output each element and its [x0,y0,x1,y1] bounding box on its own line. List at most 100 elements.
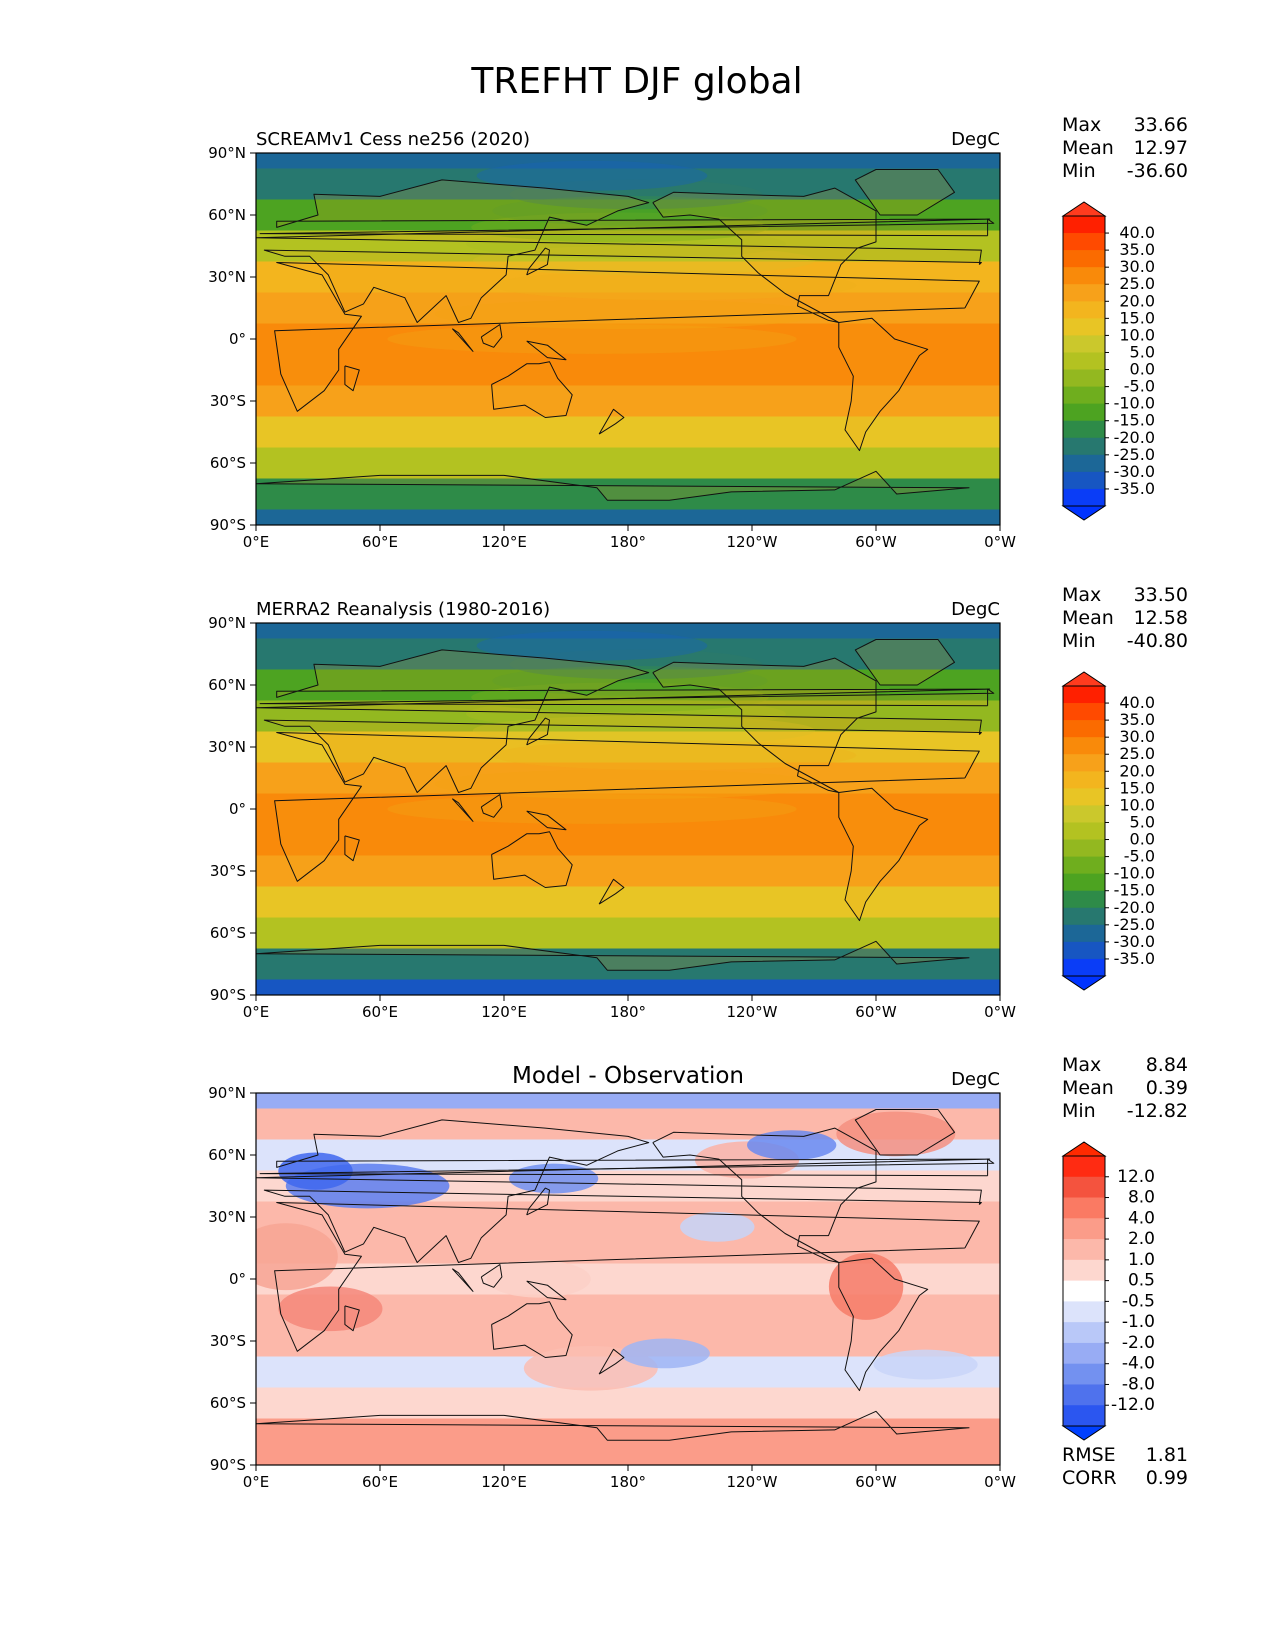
coastline [838,317,929,452]
land-field [838,788,928,921]
colorbar-frame [1062,685,1106,977]
diff-patch [278,1152,353,1190]
reference-field [256,623,1000,995]
colorbar-swatch [1063,686,1105,704]
field-patch [492,665,768,696]
colorbar-swatch [1063,890,1105,909]
colorbar-swatch [1063,403,1105,422]
colorbar-label: -10.0 [1114,394,1155,413]
coastline [526,1280,567,1301]
zonal-band [256,168,1000,200]
stat-value-max: 33.66 [1134,114,1188,136]
colorbar-label: 0.5 [1128,1271,1155,1291]
colorbar-frame [1062,215,1106,507]
stat-value-min: -36.60 [1127,160,1188,182]
land-field [491,831,573,888]
colorbar-label: -35.0 [1114,479,1155,498]
land-field [491,361,573,418]
coastline [526,247,550,276]
land-field [481,794,502,818]
field-patch [509,179,763,210]
colorbar-extend-top [1061,671,1107,687]
y-tick-label: 30°S [210,392,246,410]
colorbar-label: 30.0 [1119,257,1155,276]
y-tick-label: 30°N [208,268,246,286]
colorbar-label: -15.0 [1114,881,1155,900]
x-tick-label: 60°E [362,533,398,551]
colorbar-swatch [1063,267,1105,285]
x-tick-label: 0°W [984,1003,1016,1021]
footer-stat-value-rmse: 1.81 [1146,1444,1188,1466]
diff-patch [278,1286,383,1332]
diff-patch [486,1260,591,1298]
x-tick-label: 120°E [481,1473,527,1491]
stat-label-mean: Mean [1062,607,1114,629]
zonal-band [256,153,1000,169]
colorbar-label: -2.0 [1122,1333,1155,1353]
zonal-band [256,323,1000,355]
colorbar-label: 5.0 [1130,342,1155,361]
colorbar-label: -4.0 [1122,1354,1155,1374]
land-field [652,188,876,323]
footer-stat-label-corr: CORR [1062,1467,1117,1489]
land-field [652,658,876,793]
coastline [838,1257,929,1392]
test-field [256,153,1000,525]
zonal-band [256,385,1000,417]
stat-value-max: 33.50 [1134,584,1188,606]
colorbar-label: -20.0 [1114,898,1155,917]
coastline [256,470,970,501]
coastline [274,262,980,412]
coastline [598,878,625,905]
diff-patch [828,1252,904,1320]
zonal-band [256,855,1000,887]
colorbar-label: -20.0 [1114,428,1155,447]
land-field [344,835,360,861]
coastline [451,328,474,352]
colorbar-label: 15.0 [1119,778,1155,797]
coastline [259,218,995,237]
y-tick-label: 90°N [208,614,246,632]
colorbar-label: -12.0 [1111,1395,1155,1415]
land-field [481,324,502,348]
reference-units: DegC [951,599,1000,620]
x-tick-label: 60°W [855,1003,897,1021]
x-tick-label: 60°E [362,1473,398,1491]
colorbar-label: -1.0 [1122,1312,1155,1332]
colorbar-label: 20.0 [1119,761,1155,780]
coastline [451,798,474,822]
land-field [838,318,928,451]
colorbar-label: -30.0 [1114,462,1155,481]
land-field [344,365,360,391]
field-patch [509,649,763,680]
colorbar-label: -15.0 [1114,411,1155,430]
test-colorbar: 40.035.030.025.020.015.010.05.00.0-5.0-1… [1061,201,1155,521]
land-field [599,409,624,435]
colorbar-swatch [1063,1280,1105,1302]
colorbar-swatch [1063,437,1105,456]
land-field [274,262,980,412]
difference-coastlines [256,1109,995,1441]
land-field [260,689,994,706]
coastline [344,835,360,862]
coastline [256,1410,970,1441]
zonal-band [256,1449,1000,1465]
y-tick-label: 60°S [210,1394,246,1412]
y-tick-label: 90°S [210,986,246,1004]
zonal-band [256,731,1000,763]
colorbar-swatch [1063,1301,1105,1323]
stat-value-mean: 0.39 [1146,1077,1188,1099]
field-patch [476,630,708,661]
diff-patch [836,1111,956,1157]
colorbar-label: 40.0 [1119,693,1155,712]
colorbar-label: 12.0 [1117,1167,1155,1187]
zonal-band [256,354,1000,386]
colorbar-swatch [1063,1322,1105,1344]
colorbar-extend-bottom [1061,505,1107,521]
colorbar-label: 8.0 [1128,1188,1155,1208]
colorbar-swatch [1063,788,1105,806]
x-tick-label: 180° [610,1003,646,1021]
panel-test: 0°E 60°E 120°E 180° 120°W 60°W 0°W 90°N 60°N 30°N… [208,114,1188,551]
colorbar-label: -25.0 [1114,915,1155,934]
diff-patch [680,1212,755,1242]
